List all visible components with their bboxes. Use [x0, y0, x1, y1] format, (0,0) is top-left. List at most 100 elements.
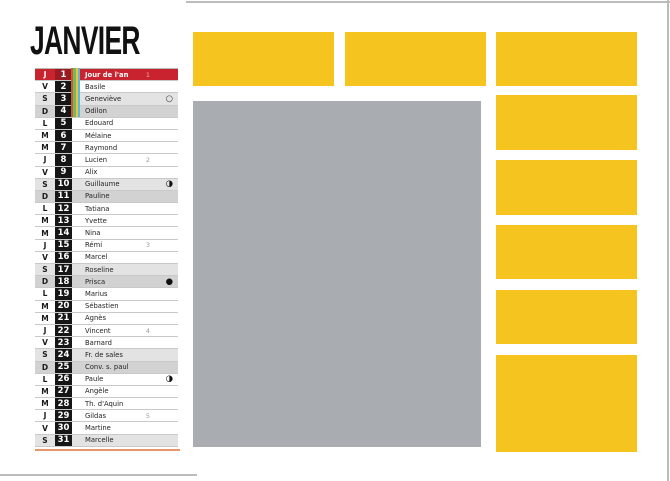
- day-number: 29: [55, 410, 72, 422]
- day-number: 10: [55, 178, 72, 190]
- saint-name: Jour de l'an: [85, 70, 129, 79]
- calendar-day-row: S 3 Geneviève ○: [35, 93, 178, 106]
- day-letter: J: [43, 411, 47, 421]
- saint-name: Marcelle: [85, 436, 114, 445]
- calendar-day-row: M 6 Mélaine: [35, 129, 178, 143]
- day-letter: L: [42, 118, 48, 128]
- day-number: 21: [55, 312, 72, 324]
- day-letter: D: [41, 191, 49, 201]
- saint-name: Edouard: [85, 119, 114, 128]
- yellow-placeholder-block: [496, 225, 637, 279]
- saint-name: Roseline: [85, 265, 114, 274]
- saint-name: Marcel: [85, 253, 108, 262]
- saint-name: Tatiana: [85, 204, 110, 213]
- yellow-placeholder-block: [496, 290, 637, 344]
- day-number: 7: [55, 142, 72, 154]
- day-letter: V: [42, 338, 48, 348]
- saint-name: Prisca: [85, 277, 106, 286]
- day-letter: V: [42, 167, 48, 177]
- day-number: 14: [55, 227, 72, 239]
- day-letter: V: [42, 252, 48, 262]
- calendar-day-row: M 7 Raymond: [35, 142, 178, 155]
- calendar-day-row: J 29 Gildas 5: [35, 410, 178, 423]
- calendar-day-row: S 17 Roseline: [35, 264, 178, 277]
- day-number: 13: [55, 215, 72, 227]
- calendar-day-row: S 10 Guillaume ◑: [35, 178, 178, 191]
- saint-name: Guillaume: [85, 180, 120, 189]
- stripe-segment: [73, 68, 76, 117]
- calendar-day-row: J 15 Rémi 3: [35, 239, 178, 252]
- calendar-day-row: J 1 Jour de l'an 1: [35, 69, 178, 82]
- day-number: 16: [55, 251, 72, 263]
- day-letter: L: [42, 204, 48, 214]
- day-number: 6: [55, 129, 72, 142]
- day-letter: M: [41, 301, 49, 311]
- day-number: 19: [55, 288, 72, 300]
- calendar-day-row: D 4 Odilon: [35, 105, 178, 118]
- calendar-day-row: V 16 Marcel: [35, 251, 178, 264]
- calendar-day-row: V 2 Basile: [35, 81, 178, 94]
- saint-name: Alix: [85, 168, 98, 177]
- calendar-day-row: M 20 Sébastien: [35, 300, 178, 313]
- saint-name: Odilon: [85, 107, 107, 116]
- day-number: 24: [55, 349, 72, 361]
- day-number: 11: [55, 190, 72, 203]
- saint-name: Paule: [85, 375, 104, 384]
- day-letter: M: [41, 216, 49, 226]
- day-number: 1: [55, 69, 72, 81]
- day-number: 15: [55, 239, 72, 251]
- day-number: 9: [55, 166, 72, 178]
- half-moon-icon: ◑: [165, 374, 173, 385]
- saint-name: Sébastien: [85, 302, 119, 311]
- outline-moon-icon: ○: [165, 93, 173, 104]
- calendar-day-row: L 19 Marius: [35, 288, 178, 301]
- calendar-day-row: L 5 Edouard: [35, 117, 178, 130]
- yellow-placeholder-block: [496, 95, 637, 150]
- day-letter: V: [42, 82, 48, 92]
- calendar-day-row: L 12 Tatiana: [35, 203, 178, 216]
- day-number: 18: [55, 276, 72, 288]
- day-letter: J: [43, 70, 47, 80]
- day-number: 30: [55, 422, 72, 434]
- color-stripe: [71, 68, 80, 117]
- saint-name: Raymond: [85, 143, 118, 152]
- day-letter: S: [42, 265, 48, 275]
- calendar-day-row: S 24 Fr. de sales: [35, 349, 178, 362]
- day-number: 23: [55, 337, 72, 349]
- saint-name: Vincent: [85, 326, 111, 335]
- yellow-placeholder-block: [345, 32, 486, 86]
- week-number: 3: [145, 241, 150, 250]
- day-letter: M: [41, 386, 49, 396]
- day-number: 12: [55, 203, 72, 215]
- day-letter: J: [43, 240, 47, 250]
- calendar-day-row: D 25 Conv. s. paul: [35, 361, 178, 374]
- day-number: 20: [55, 300, 72, 312]
- week-number: 2: [145, 155, 150, 164]
- day-letter: M: [41, 399, 49, 409]
- saint-name: Fr. de sales: [85, 350, 123, 359]
- day-number: 22: [55, 324, 72, 337]
- day-letter: V: [42, 423, 48, 433]
- day-letter: D: [41, 362, 49, 372]
- calendar-day-row: S 31 Marcelle: [35, 434, 178, 447]
- day-number: 4: [55, 105, 72, 117]
- day-number: 25: [55, 361, 72, 373]
- week-number: 1: [145, 70, 150, 79]
- calendar-day-row: J 8 Lucien 2: [35, 154, 178, 167]
- saint-name: Martine: [85, 424, 111, 433]
- day-number: 5: [55, 117, 72, 129]
- table-underline: [35, 449, 180, 451]
- week-number: 4: [145, 326, 150, 335]
- saint-name: Basile: [85, 82, 106, 91]
- week-number: 5: [145, 411, 150, 420]
- day-number: 27: [55, 385, 72, 398]
- saint-name: Geneviève: [85, 94, 122, 103]
- calendar-day-row: M 21 Agnès: [35, 312, 178, 325]
- calendar-day-row: V 30 Martine: [35, 422, 178, 435]
- day-letter: M: [41, 228, 49, 238]
- saint-name: Conv. s. paul: [85, 363, 129, 372]
- day-letter: L: [42, 374, 48, 384]
- day-number: 17: [55, 264, 72, 276]
- stripe-segment: [75, 68, 78, 117]
